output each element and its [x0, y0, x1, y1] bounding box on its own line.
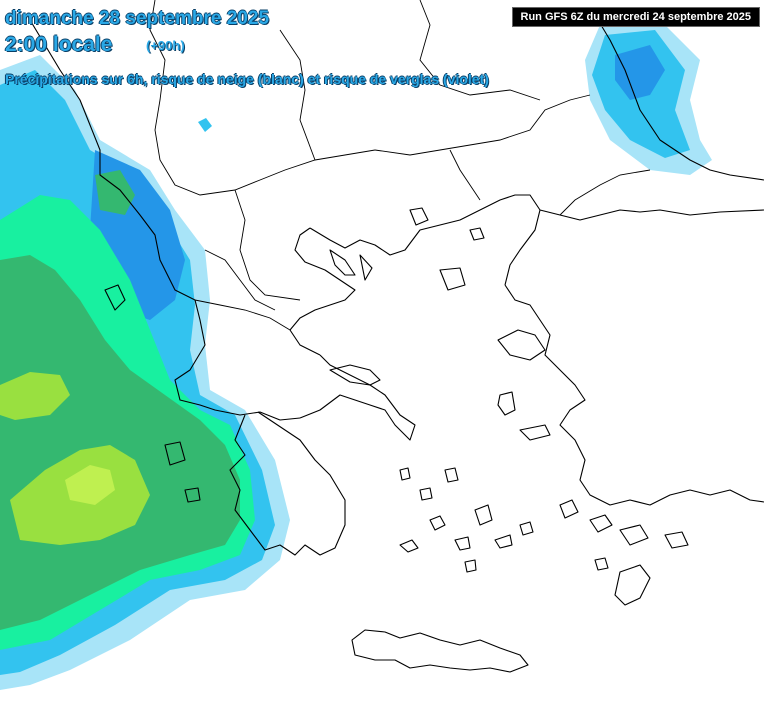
forecast-lead-time: (+90h) — [146, 38, 185, 53]
turkey-aegean-coast — [504, 284, 764, 506]
precip-speck — [198, 118, 212, 132]
precip-green-patch-north — [95, 170, 135, 215]
precip-field-northeast — [585, 20, 712, 175]
attica-coast — [299, 354, 416, 441]
border-6 — [559, 169, 651, 216]
border-5 — [449, 149, 481, 201]
precip-lime-patch — [0, 372, 70, 420]
forecast-time: 2:00 locale — [5, 33, 113, 56]
zakynthos — [184, 487, 201, 503]
precip-ne-heavy — [615, 45, 665, 100]
cyclades — [399, 467, 534, 573]
adriatic-east-coast — [29, 19, 301, 421]
dodecanese — [559, 499, 689, 571]
chios — [497, 391, 516, 416]
central-greece-coast — [289, 227, 356, 356]
limnos — [439, 267, 466, 291]
peloponnese — [229, 411, 346, 556]
land-borders — [149, 0, 651, 331]
forecast-date: dimanche 28 septembre 2025 — [5, 8, 270, 29]
border-7 — [204, 249, 276, 311]
crete — [351, 629, 529, 673]
border-1 — [149, 0, 376, 196]
thassos — [409, 207, 429, 226]
lesbos — [497, 329, 546, 361]
border-8 — [194, 299, 291, 331]
map-subtitle: Précipitations sur 6h, risque de neige (… — [5, 71, 489, 87]
precip-field-west — [0, 55, 290, 690]
kefalonia — [164, 441, 186, 466]
border-2 — [234, 189, 301, 301]
border-9 — [419, 0, 541, 101]
border-4 — [374, 94, 591, 156]
black-sea-coast — [594, 14, 764, 181]
north-aegean-coast — [309, 194, 541, 286]
coastlines — [29, 14, 764, 673]
border-3 — [279, 29, 316, 161]
samos — [519, 424, 551, 441]
rhodes — [614, 564, 651, 606]
euboea — [329, 364, 381, 386]
precip-yellowgreen-core — [65, 465, 115, 505]
corfu — [104, 284, 126, 311]
run-info-badge: Run GFS 6Z du mercredi 24 septembre 2025 — [511, 7, 760, 27]
halkidiki — [329, 249, 373, 281]
samothrace — [469, 227, 485, 241]
marmara-coast — [539, 209, 764, 221]
